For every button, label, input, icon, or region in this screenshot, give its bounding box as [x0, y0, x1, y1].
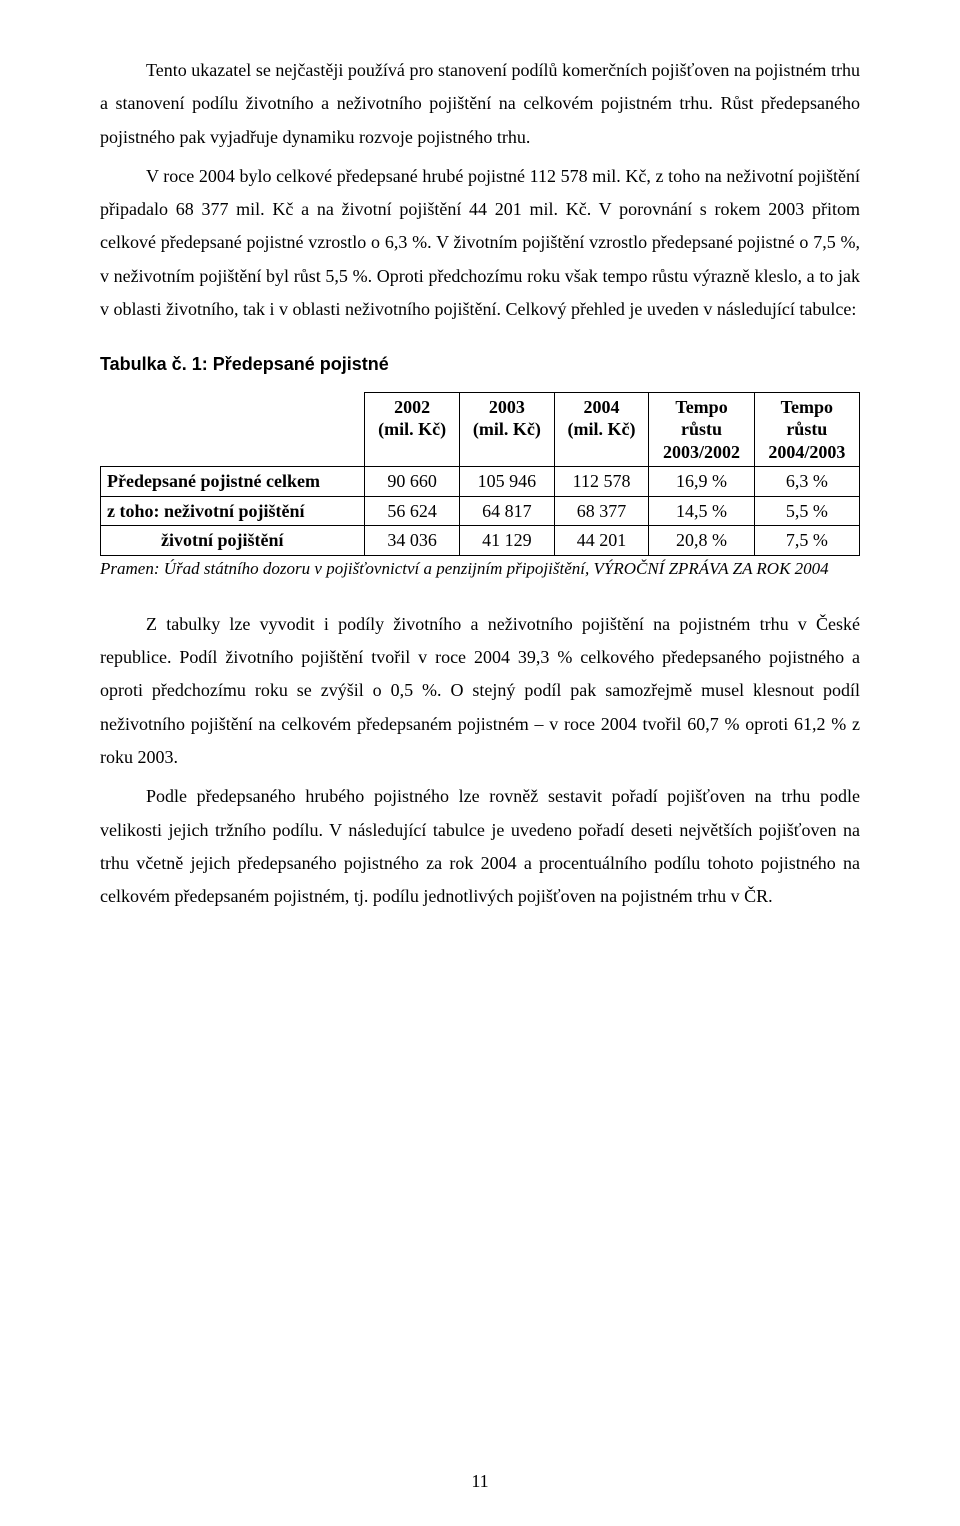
table-header-tempo-0403: Tempo růstu 2004/2003 — [754, 392, 859, 467]
table-title: Tabulka č. 1: Předepsané pojistné — [100, 348, 860, 381]
cell: 6,3 % — [754, 467, 859, 497]
cell: 14,5 % — [649, 496, 754, 526]
paragraph-2: V roce 2004 bylo celkové předepsané hrub… — [100, 160, 860, 326]
page: Tento ukazatel se nejčastěji používá pro… — [0, 0, 960, 1526]
table-header-row: 2002 (mil. Kč) 2003 (mil. Kč) 2004 (mil.… — [101, 392, 860, 467]
table-body: Předepsané pojistné celkem 90 660 105 94… — [101, 467, 860, 556]
cell: 64 817 — [459, 496, 554, 526]
cell: 90 660 — [365, 467, 460, 497]
table-header-2002: 2002 (mil. Kč) — [365, 392, 460, 467]
table-row: z toho: neživotní pojištění 56 624 64 81… — [101, 496, 860, 526]
row-label: z toho: neživotní pojištění — [101, 496, 365, 526]
cell: 56 624 — [365, 496, 460, 526]
cell: 41 129 — [459, 526, 554, 556]
cell: 68 377 — [554, 496, 649, 526]
paragraph-1: Tento ukazatel se nejčastěji používá pro… — [100, 54, 860, 154]
table-header-2004: 2004 (mil. Kč) — [554, 392, 649, 467]
row-label: životní pojištění — [101, 526, 365, 556]
page-number: 11 — [0, 1465, 960, 1498]
cell: 112 578 — [554, 467, 649, 497]
cell: 7,5 % — [754, 526, 859, 556]
table-row: Předepsané pojistné celkem 90 660 105 94… — [101, 467, 860, 497]
table-header-2003: 2003 (mil. Kč) — [459, 392, 554, 467]
paragraph-4: Podle předepsaného hrubého pojistného lz… — [100, 780, 860, 913]
table-predepsane-pojistne: 2002 (mil. Kč) 2003 (mil. Kč) 2004 (mil.… — [100, 392, 860, 556]
cell: 105 946 — [459, 467, 554, 497]
cell: 44 201 — [554, 526, 649, 556]
cell: 34 036 — [365, 526, 460, 556]
table-source: Pramen: Úřad státního dozoru v pojišťovn… — [100, 558, 860, 580]
table-row: životní pojištění 34 036 41 129 44 201 2… — [101, 526, 860, 556]
cell: 16,9 % — [649, 467, 754, 497]
paragraph-3: Z tabulky lze vyvodit i podíly životního… — [100, 608, 860, 774]
row-label: Předepsané pojistné celkem — [101, 467, 365, 497]
table-header-tempo-0302: Tempo růstu 2003/2002 — [649, 392, 754, 467]
cell: 20,8 % — [649, 526, 754, 556]
table-header-empty — [101, 392, 365, 467]
cell: 5,5 % — [754, 496, 859, 526]
